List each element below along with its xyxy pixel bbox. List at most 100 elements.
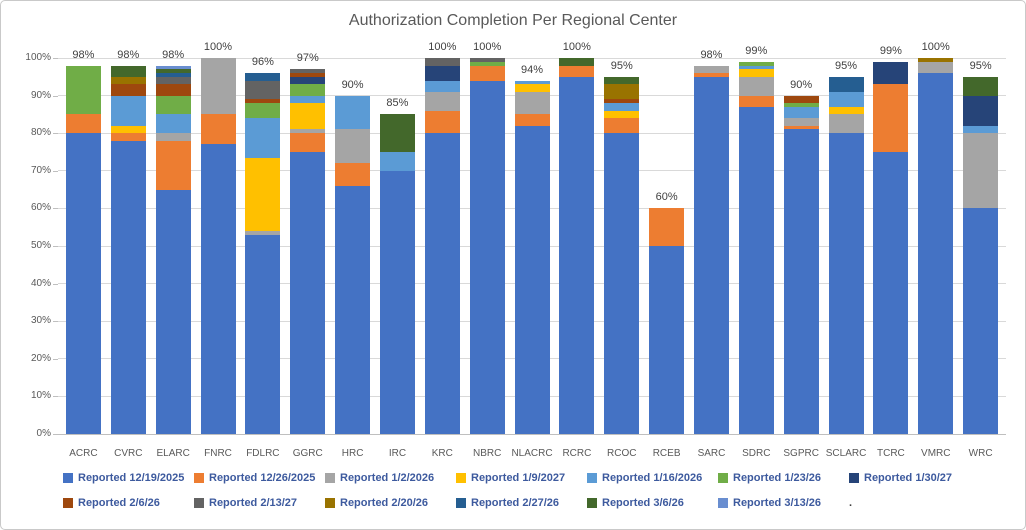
bar-SCLARC[interactable]: 95% <box>824 58 869 434</box>
bar-segment-GGRC[interactable] <box>290 152 326 434</box>
bar-segment-HRC[interactable] <box>335 163 371 186</box>
bar-HRC[interactable]: 90% <box>330 58 375 434</box>
bar-segment-GGRC[interactable] <box>290 73 326 77</box>
bar-segment-ELARC[interactable] <box>155 133 191 141</box>
bar-segment-VMRC[interactable] <box>918 58 954 62</box>
bar-segment-GGRC[interactable] <box>290 76 326 85</box>
bar-segment-SGPRC[interactable] <box>783 125 819 130</box>
bar-segment-IRC[interactable] <box>380 170 416 434</box>
bar-segment-RCOC[interactable] <box>604 118 640 134</box>
bar-SARC[interactable]: 98% <box>689 49 734 434</box>
bar-segment-CVRC[interactable] <box>110 140 146 434</box>
bar-segment-VMRC[interactable] <box>918 73 954 434</box>
bar-segment-NLACRC[interactable] <box>514 80 550 85</box>
bar-segment-RCEB[interactable] <box>649 246 685 434</box>
legend-item[interactable]: Reported 2/13/27 <box>194 497 325 509</box>
bar-segment-SDRC[interactable] <box>738 69 774 77</box>
bar-GGRC[interactable]: 97% <box>285 52 330 434</box>
bar-RCOC[interactable]: 95% <box>599 58 644 434</box>
bar-segment-CVRC[interactable] <box>110 133 146 141</box>
bar-segment-SCLARC[interactable] <box>828 114 864 134</box>
bar-segment-RCOC[interactable] <box>604 76 640 85</box>
bar-segment-WRC[interactable] <box>963 133 999 209</box>
bar-segment-SCLARC[interactable] <box>828 106 864 115</box>
bar-segment-FDLRC[interactable] <box>245 99 281 104</box>
bar-segment-KRC[interactable] <box>424 58 460 66</box>
legend-item[interactable]: Reported 12/26/2025 <box>194 472 325 484</box>
bar-segment-HRC[interactable] <box>335 129 371 164</box>
bar-segment-WRC[interactable] <box>963 95 999 126</box>
bar-segment-ACRC[interactable] <box>66 65 101 115</box>
bar-segment-SARC[interactable] <box>694 73 730 77</box>
bar-segment-FDLRC[interactable] <box>245 234 281 434</box>
bar-segment-WRC[interactable] <box>963 208 999 434</box>
legend-item[interactable]: Reported 1/30/27 <box>849 472 980 484</box>
bar-segment-RCRC[interactable] <box>559 58 595 66</box>
legend-item[interactable]: Reported 12/19/2025 <box>63 472 194 484</box>
bar-segment-ELARC[interactable] <box>155 69 191 74</box>
bar-segment-SDRC[interactable] <box>738 106 774 434</box>
bar-segment-RCOC[interactable] <box>604 133 640 434</box>
bar-FDLRC[interactable]: 96% <box>240 56 285 434</box>
bar-segment-SCLARC[interactable] <box>828 133 864 434</box>
bar-segment-GGRC[interactable] <box>290 133 326 152</box>
bar-segment-FNRC[interactable] <box>200 114 236 145</box>
bar-segment-SGPRC[interactable] <box>783 95 819 104</box>
bar-segment-FDLRC[interactable] <box>245 73 281 81</box>
bar-segment-FDLRC[interactable] <box>245 80 281 100</box>
bar-segment-TCRC[interactable] <box>873 84 909 152</box>
bar-segment-ELARC[interactable] <box>155 95 191 115</box>
bar-NLACRC[interactable]: 94% <box>510 58 555 434</box>
bar-segment-CVRC[interactable] <box>110 84 146 96</box>
bar-TCRC[interactable]: 99% <box>868 45 913 434</box>
bar-segment-ELARC[interactable] <box>155 84 191 96</box>
bar-segment-NBRC[interactable] <box>469 61 505 66</box>
bar-ACRC[interactable]: 98% <box>61 49 106 434</box>
bar-segment-GGRC[interactable] <box>290 103 326 130</box>
bar-segment-HRC[interactable] <box>335 185 371 434</box>
bar-segment-RCOC[interactable] <box>604 99 640 104</box>
bar-VMRC[interactable]: 100% <box>913 41 958 434</box>
bar-segment-NBRC[interactable] <box>469 65 505 81</box>
legend-item[interactable]: Reported 3/13/26 <box>718 497 849 509</box>
bar-segment-KRC[interactable] <box>424 80 460 92</box>
bar-segment-NBRC[interactable] <box>469 80 505 434</box>
bar-segment-GGRC[interactable] <box>290 84 326 96</box>
bar-segment-KRC[interactable] <box>424 110 460 134</box>
bar-segment-SGPRC[interactable] <box>783 129 819 434</box>
bar-segment-SGPRC[interactable] <box>783 103 819 107</box>
bar-segment-SCLARC[interactable] <box>828 76 864 92</box>
bar-segment-NLACRC[interactable] <box>514 125 550 434</box>
bar-segment-NLACRC[interactable] <box>514 114 550 126</box>
bar-segment-SARC[interactable] <box>694 65 730 74</box>
legend-item[interactable]: Reported 2/27/26 <box>456 497 587 509</box>
bar-segment-SDRC[interactable] <box>738 65 774 70</box>
bar-segment-CVRC[interactable] <box>110 76 146 85</box>
bar-ELARC[interactable]: 98% <box>151 49 196 434</box>
bar-segment-KRC[interactable] <box>424 133 460 434</box>
bar-segment-RCOC[interactable] <box>604 84 640 100</box>
bar-segment-ELARC[interactable] <box>155 73 191 77</box>
bar-RCEB[interactable]: 60% <box>644 58 689 434</box>
bar-segment-ACRC[interactable] <box>66 114 101 134</box>
legend-item[interactable]: Reported 2/20/26 <box>325 497 456 509</box>
bar-segment-SGPRC[interactable] <box>783 118 819 126</box>
bar-segment-RCRC[interactable] <box>559 76 595 434</box>
bar-segment-VMRC[interactable] <box>918 61 954 74</box>
bar-segment-RCEB[interactable] <box>649 208 685 246</box>
bar-segment-RCRC[interactable] <box>559 65 595 77</box>
bar-segment-RCOC[interactable] <box>604 110 640 119</box>
legend-item[interactable]: Reported 1/16/2026 <box>587 472 718 484</box>
bar-IRC[interactable]: 85% <box>375 58 420 434</box>
bar-segment-NLACRC[interactable] <box>514 91 550 115</box>
bar-segment-CVRC[interactable] <box>110 125 146 134</box>
bar-segment-GGRC[interactable] <box>290 69 326 74</box>
bar-SGPRC[interactable]: 90% <box>779 58 824 434</box>
legend-item[interactable]: Reported 1/23/26 <box>718 472 849 484</box>
bar-segment-TCRC[interactable] <box>873 61 909 85</box>
legend-item[interactable]: Reported 3/6/26 <box>587 497 718 509</box>
bar-segment-CVRC[interactable] <box>110 95 146 126</box>
bar-segment-SGPRC[interactable] <box>783 106 819 119</box>
bar-segment-TCRC[interactable] <box>873 152 909 434</box>
bar-segment-SDRC[interactable] <box>738 76 774 96</box>
